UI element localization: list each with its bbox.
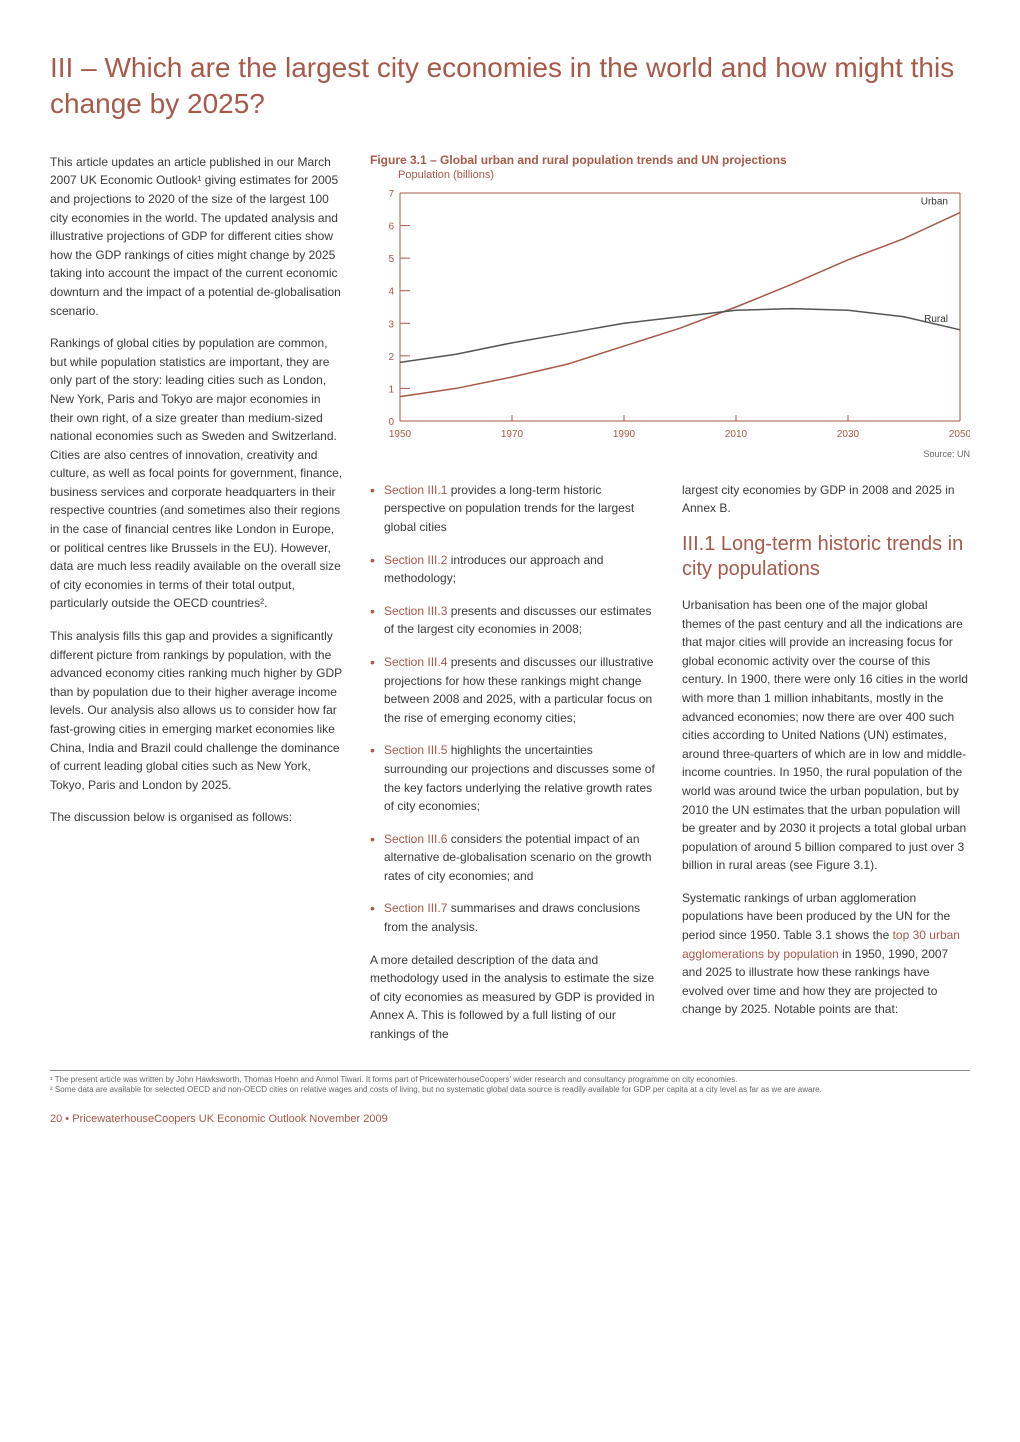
annex-para: A more detailed description of the data …	[370, 951, 658, 1044]
content-columns: This article updates an article publishe…	[50, 153, 970, 1058]
section-link[interactable]: Section III.1	[384, 483, 447, 497]
chart-source: Source: UN	[370, 449, 970, 459]
svg-text:0: 0	[388, 417, 394, 428]
svg-text:5: 5	[388, 254, 394, 265]
chart-svg: 0 1 2 3 4 5 6 7 1950 1970 1990 2010 2030 2050 Urban Rur…	[370, 185, 970, 445]
svg-text:1950: 1950	[389, 429, 412, 440]
section-bullet: Section III.4 presents and discusses our…	[370, 653, 658, 727]
section-link[interactable]: Section III.6	[384, 832, 447, 846]
section-link[interactable]: Section III.5	[384, 743, 447, 757]
intro-para-2: Rankings of global cities by population …	[50, 334, 346, 613]
col3-para-1: Urbanisation has been one of the major g…	[682, 596, 970, 875]
section-link[interactable]: Section III.3	[384, 604, 447, 618]
right-block: Figure 3.1 – Global urban and rural popu…	[370, 153, 970, 1058]
svg-text:1: 1	[388, 384, 394, 395]
section-bullet: Section III.7 summarises and draws concl…	[370, 899, 658, 936]
column-2: Section III.1 provides a long-term histo…	[370, 481, 658, 1058]
col3-para-2: Systematic rankings of urban agglomerati…	[682, 889, 970, 1019]
section-bullet: Section III.5 highlights the uncertainti…	[370, 741, 658, 815]
chart-subtitle: Population (billions)	[398, 169, 970, 181]
intro-para-3: This analysis fills this gap and provide…	[50, 627, 346, 794]
inner-columns: Section III.1 provides a long-term histo…	[370, 481, 970, 1058]
page-footer: 20 • PricewaterhouseCoopers UK Economic …	[50, 1113, 970, 1125]
section-bullet-list: Section III.1 provides a long-term histo…	[370, 481, 658, 937]
svg-text:4: 4	[388, 286, 394, 297]
page-title: III – Which are the largest city economi…	[50, 50, 970, 123]
svg-text:2: 2	[388, 352, 394, 363]
chart-title: Figure 3.1 – Global urban and rural popu…	[370, 153, 970, 167]
col3-top: largest city economies by GDP in 2008 an…	[682, 481, 970, 518]
section-bullet: Section III.2 introduces our approach an…	[370, 551, 658, 588]
intro-para-4: The discussion below is organised as fol…	[50, 808, 346, 827]
svg-text:2050: 2050	[949, 429, 970, 440]
intro-para-1: This article updates an article publishe…	[50, 153, 346, 320]
svg-text:3: 3	[388, 319, 394, 330]
svg-text:7: 7	[388, 189, 394, 200]
svg-text:Urban: Urban	[921, 196, 948, 207]
footnote-2: ² Some data are available for selected O…	[50, 1085, 970, 1095]
section-link[interactable]: Section III.7	[384, 901, 447, 915]
footnote-1: ¹ The present article was written by Joh…	[50, 1075, 970, 1085]
section-bullet: Section III.1 provides a long-term histo…	[370, 481, 658, 537]
svg-text:Rural: Rural	[924, 314, 948, 325]
figure-3-1: Figure 3.1 – Global urban and rural popu…	[370, 153, 970, 459]
section-bullet: Section III.6 considers the potential im…	[370, 830, 658, 886]
svg-text:1970: 1970	[501, 429, 524, 440]
svg-text:1990: 1990	[613, 429, 636, 440]
footnotes: ¹ The present article was written by Joh…	[50, 1070, 970, 1096]
column-1: This article updates an article publishe…	[50, 153, 346, 1058]
subsection-title: III.1 Long-term historic trends in city …	[682, 532, 970, 582]
svg-text:2010: 2010	[725, 429, 748, 440]
section-link[interactable]: Section III.2	[384, 553, 447, 567]
section-bullet: Section III.3 presents and discusses our…	[370, 602, 658, 639]
svg-text:2030: 2030	[837, 429, 860, 440]
svg-text:6: 6	[388, 221, 394, 232]
section-link[interactable]: Section III.4	[384, 655, 447, 669]
column-3: largest city economies by GDP in 2008 an…	[682, 481, 970, 1058]
